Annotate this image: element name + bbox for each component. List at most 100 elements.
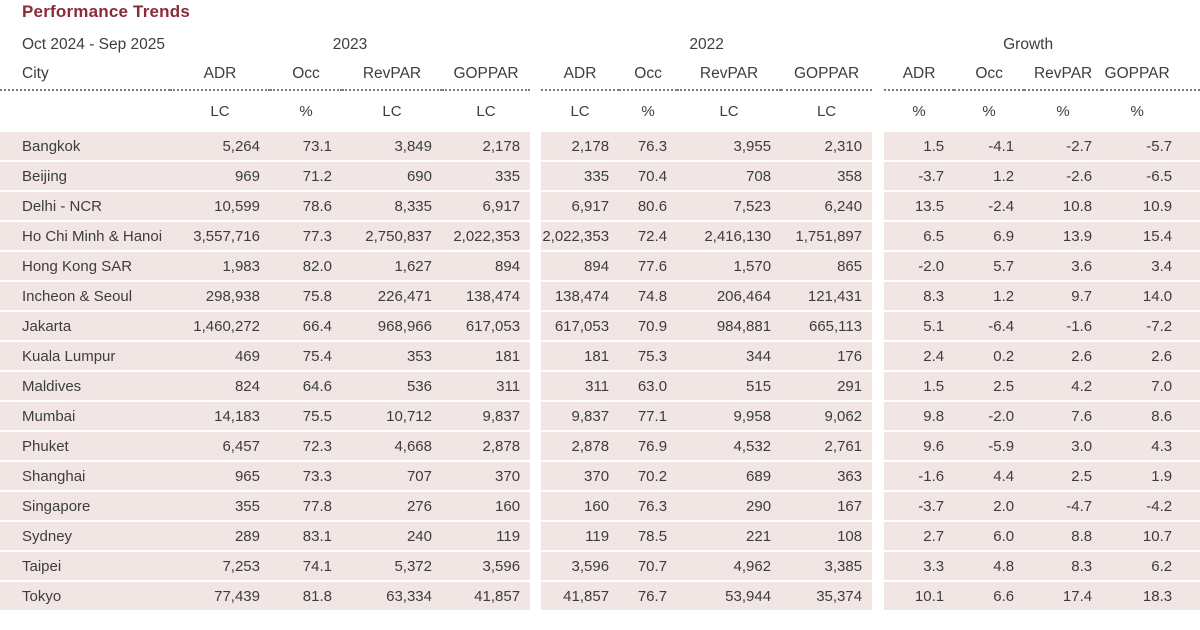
value-cell: 75.8 <box>270 281 342 312</box>
value-cell: -1.6 <box>884 461 955 492</box>
value-cell: 469 <box>170 341 270 372</box>
table-row: Sydney 289 83.1 240 119 119 78.5 221 108 2.7 6.0 8.… <box>0 521 1200 552</box>
value-cell: -2.0 <box>954 401 1025 432</box>
value-cell: 77.1 <box>619 401 678 432</box>
units-row: LC % LC LC LC % LC LC % % % % <box>0 90 1200 132</box>
unit-label: % <box>299 103 313 120</box>
unit-label: LC <box>719 103 739 120</box>
value-cell: 2.0 <box>954 491 1025 522</box>
value-cell: -4.1 <box>954 132 1025 162</box>
city-cell: Maldives <box>0 371 170 402</box>
value-cell: 9.7 <box>1024 281 1103 312</box>
group-gap <box>872 551 885 581</box>
value-cell: -3.7 <box>884 491 955 522</box>
group-gap <box>530 31 542 59</box>
header-growth-revpar: RevPAR <box>1024 59 1103 91</box>
group-gap <box>872 371 885 401</box>
city-cell: Phuket <box>0 431 170 462</box>
value-cell: 8,335 <box>342 191 442 222</box>
header-2022-revpar: RevPAR <box>677 59 782 91</box>
value-cell: 363 <box>781 461 873 492</box>
value-cell: 4,532 <box>677 431 782 462</box>
value-cell: 3,596 <box>442 551 531 582</box>
value-cell: 1.2 <box>954 281 1025 312</box>
city-cell: Mumbai <box>0 401 170 432</box>
value-cell: 865 <box>781 251 873 282</box>
value-cell: 75.5 <box>270 401 342 432</box>
unit-label: % <box>1130 103 1144 120</box>
group-gap <box>530 371 542 401</box>
value-cell: 181 <box>541 341 620 372</box>
value-cell: 3,849 <box>342 132 442 162</box>
value-cell: 73.1 <box>270 132 342 162</box>
value-cell: 82.0 <box>270 251 342 282</box>
value-cell: 2,310 <box>781 132 873 162</box>
value-cell: 10.9 <box>1102 191 1200 222</box>
value-cell: 2,022,353 <box>442 221 531 252</box>
value-cell: 167 <box>781 491 873 522</box>
group-gap <box>530 341 542 371</box>
value-cell: 7,523 <box>677 191 782 222</box>
table-row: Incheon & Seoul 298,938 75.8 226,471 138,474… <box>0 281 1200 312</box>
value-cell: 358 <box>781 161 873 192</box>
value-cell: 8.3 <box>884 281 955 312</box>
header-2023-goppar: GOPPAR <box>442 59 531 91</box>
group-gap <box>530 401 542 431</box>
page-title: Performance Trends <box>22 2 190 21</box>
value-cell: -2.6 <box>1024 161 1103 192</box>
value-cell: 1,983 <box>170 251 270 282</box>
value-cell: 138,474 <box>541 281 620 312</box>
value-cell: 1,460,272 <box>170 311 270 342</box>
value-cell: 3,955 <box>677 132 782 162</box>
group-gap <box>530 311 542 341</box>
period-label: Oct 2024 - Sep 2025 <box>22 36 166 53</box>
value-cell: 3,557,716 <box>170 221 270 252</box>
value-cell: 965 <box>170 461 270 492</box>
value-cell: 4.2 <box>1024 371 1103 402</box>
group-gap <box>872 461 885 491</box>
value-cell: 70.9 <box>619 311 678 342</box>
value-cell: -6.5 <box>1102 161 1200 192</box>
unit-label: LC <box>570 103 590 120</box>
value-cell: 9,837 <box>442 401 531 432</box>
value-cell: 298,938 <box>170 281 270 312</box>
group-gap <box>530 132 542 161</box>
column-header-row: City ADR Occ RevPAR GOPPAR ADR Occ RevPA… <box>0 59 1200 91</box>
value-cell: 72.4 <box>619 221 678 252</box>
value-cell: 77.3 <box>270 221 342 252</box>
value-cell: 138,474 <box>442 281 531 312</box>
value-cell: 894 <box>442 251 531 282</box>
value-cell: 7.6 <box>1024 401 1103 432</box>
value-cell: 335 <box>541 161 620 192</box>
value-cell: 15.4 <box>1102 221 1200 252</box>
value-cell: 3.4 <box>1102 251 1200 282</box>
city-cell: Shanghai <box>0 461 170 492</box>
unit-label: % <box>1056 103 1070 120</box>
value-cell: -3.7 <box>884 161 955 192</box>
value-cell: 291 <box>781 371 873 402</box>
city-cell: Bangkok <box>0 132 170 162</box>
group-gap <box>872 59 885 90</box>
value-cell: 6.9 <box>954 221 1025 252</box>
group-gap <box>530 521 542 551</box>
city-cell: Hong Kong SAR <box>0 251 170 282</box>
value-cell: 2,878 <box>442 431 531 462</box>
group-gap <box>872 311 885 341</box>
value-cell: 370 <box>541 461 620 492</box>
value-cell: 1,570 <box>677 251 782 282</box>
value-cell: 119 <box>442 521 531 552</box>
unit-label: LC <box>476 103 496 120</box>
value-cell: 8.8 <box>1024 521 1103 552</box>
header-growth-occ: Occ <box>954 59 1025 91</box>
value-cell: 6.6 <box>954 581 1025 610</box>
group-gap <box>530 281 542 311</box>
value-cell: 707 <box>342 461 442 492</box>
value-cell: 7,253 <box>170 551 270 582</box>
value-cell: 35,374 <box>781 581 873 610</box>
value-cell: 10,599 <box>170 191 270 222</box>
value-cell: 221 <box>677 521 782 552</box>
value-cell: 10.7 <box>1102 521 1200 552</box>
value-cell: 76.9 <box>619 431 678 462</box>
value-cell: 1.5 <box>884 132 955 162</box>
city-cell: Incheon & Seoul <box>0 281 170 312</box>
